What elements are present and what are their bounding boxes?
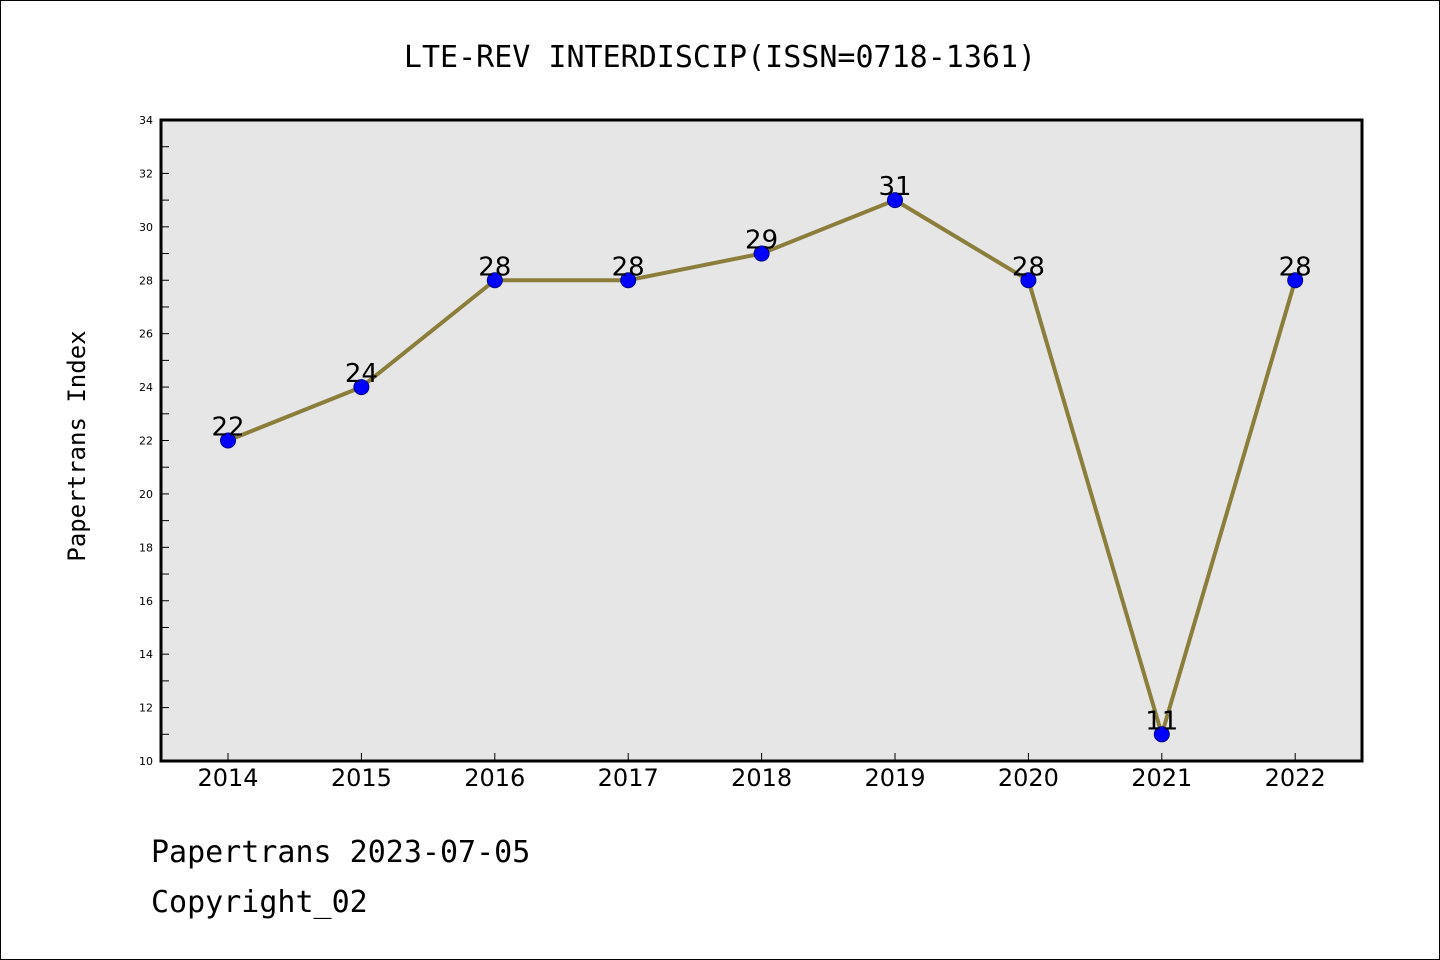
data-label: 22 [211,413,244,443]
footer-copyright: Copyright_02 [151,885,368,920]
data-label: 28 [1012,252,1045,282]
y-tick-label: 16 [139,595,153,608]
y-tick-label: 24 [139,381,153,394]
data-label: 11 [1145,706,1178,736]
y-tick-label: 30 [139,221,153,234]
x-tick-label: 2019 [864,764,925,792]
data-label: 29 [745,226,778,256]
data-point-marker [887,192,903,209]
y-tick-label: 20 [139,488,153,501]
x-tick-label: 2014 [197,764,258,792]
data-point-marker [486,272,503,289]
data-point-marker [1153,726,1170,743]
plot-area [159,118,1364,763]
chart-title: LTE-REV INTERDISCIP(ISSN=0718-1361) [404,40,1036,75]
data-point-marker [620,272,637,289]
y-tick-label: 34 [139,114,153,127]
data-point-marker [1020,272,1037,289]
x-tick-label: 2016 [464,764,525,792]
data-label: 28 [478,252,511,282]
x-tick-label: 2015 [331,764,392,792]
data-label: 31 [878,172,911,202]
data-labels: 22 24 28 28 29 31 28 11 28 [211,172,1311,736]
y-axis-label: Papertrans Index [63,330,91,561]
x-tick-label: 2021 [1131,764,1192,792]
y-axis: 10 12 14 16 18 20 22 24 26 28 30 32 34 [139,114,169,768]
data-point-marker [1287,272,1304,289]
y-tick-label: 12 [139,702,153,715]
data-point-marker [353,379,370,396]
x-tick-label: 2018 [731,764,792,792]
footer-date: Papertrans 2023-07-05 [151,835,531,870]
data-point-marker [753,245,770,262]
y-tick-label: 18 [139,541,153,554]
y-tick-label: 22 [139,435,153,448]
y-tick-label: 28 [139,274,153,287]
data-points [220,192,1304,743]
data-point-marker [220,432,236,449]
data-label: 24 [345,359,378,389]
x-tick-label: 2022 [1265,764,1326,792]
y-tick-label: 26 [139,328,153,341]
x-tick-label: 2020 [998,764,1059,792]
x-tick-label: 2017 [598,764,659,792]
y-tick-label: 14 [139,648,153,661]
x-axis: 2014 2015 2016 2017 2018 2019 2020 2021 2022 [197,753,1326,792]
data-label: 28 [1279,252,1312,282]
data-label: 28 [612,252,645,282]
y-tick-label: 10 [139,755,153,768]
y-tick-label: 32 [139,167,153,180]
